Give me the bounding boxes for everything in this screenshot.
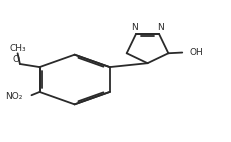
Text: N: N <box>156 23 163 32</box>
Text: OH: OH <box>188 48 202 57</box>
Text: NO₂: NO₂ <box>5 92 22 101</box>
Text: O: O <box>12 55 19 64</box>
Text: N: N <box>131 23 138 32</box>
Text: CH₃: CH₃ <box>9 44 26 53</box>
